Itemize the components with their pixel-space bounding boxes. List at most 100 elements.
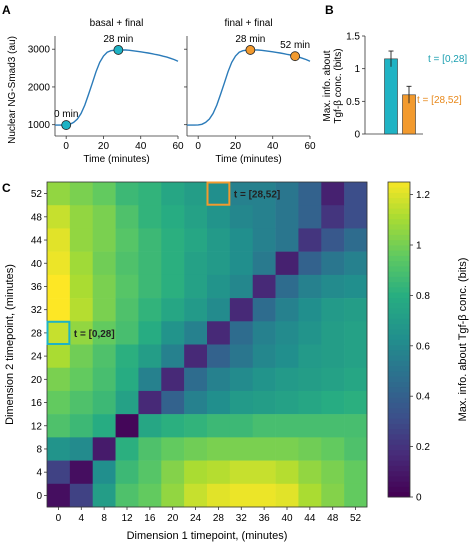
heatmap-cell — [344, 367, 368, 392]
colorbar-segment — [388, 407, 410, 414]
colorbar-segment — [388, 365, 410, 372]
heatmap-cell — [207, 344, 231, 369]
heatmap-cell — [321, 228, 345, 252]
colorbar-segment — [388, 287, 410, 293]
colorbar-frame — [387, 181, 411, 498]
heatmap-cell — [321, 437, 345, 461]
colorbar-segment — [388, 423, 410, 430]
heatmap-cell — [47, 367, 71, 392]
heatmap-cell — [275, 321, 299, 345]
heatmap-cell — [229, 367, 254, 392]
heatmap-cell — [138, 483, 162, 508]
panel-letter-a: A — [2, 3, 11, 17]
heatmap-cell — [275, 437, 299, 461]
x-tick-label: 20 — [98, 141, 110, 152]
x-tick-label: 4 — [79, 513, 85, 524]
heatmap-cell — [115, 483, 139, 508]
x-tick-label: 44 — [304, 513, 316, 524]
colorbar-segment — [388, 449, 410, 456]
highlight-label: t = [0,28] — [74, 329, 115, 340]
colorbar-segment — [388, 339, 410, 346]
heatmap-cell — [69, 321, 94, 345]
heatmap-cell — [47, 390, 71, 415]
heatmap-cell — [47, 251, 71, 276]
heatmap-cell — [184, 205, 208, 229]
heatmap-cell — [161, 390, 185, 415]
x-tick-label: 40 — [281, 513, 293, 524]
colorbar-segment — [388, 371, 410, 377]
heatmap-cell — [92, 182, 116, 206]
bar-label: t = [28,52] — [417, 95, 462, 106]
heatmap-cell — [229, 251, 254, 276]
heatmap-cell — [184, 228, 208, 252]
colorbar-segment — [388, 344, 410, 351]
heatmap-cell — [161, 367, 185, 392]
y-axis-label-line: Max. info. about — [322, 50, 333, 121]
heatmap-cell — [47, 437, 71, 461]
heatmap-cell — [275, 367, 299, 392]
x-axis-label: Time (minutes) — [83, 154, 149, 165]
y-tick-label: 12 — [31, 421, 43, 432]
heatmap-cell — [47, 414, 71, 438]
heatmap-cell — [298, 437, 322, 461]
heatmap-cell — [252, 298, 276, 322]
colorbar-tick-label: 0.2 — [416, 442, 430, 453]
colorbar-segment — [388, 392, 410, 398]
heatmap-cell — [344, 321, 368, 345]
heatmap-cell — [252, 182, 276, 206]
heatmap-cell — [138, 390, 162, 415]
y-axis-label: Max. info. aboutTgf-β conc. (bits) — [322, 48, 344, 123]
heatmap-cell — [321, 298, 345, 322]
panel-a-y-axis-label: Nuclear NG-Smad3 (au) — [7, 36, 18, 144]
heatmap-cell — [92, 251, 116, 276]
heatmap-cell — [69, 437, 94, 461]
colorbar-segment — [388, 397, 410, 403]
colorbar-tick-label: 0 — [416, 493, 422, 504]
heatmap-cell — [229, 321, 254, 345]
heatmap-cell — [184, 483, 208, 508]
y-tick-label: 2000 — [28, 82, 51, 93]
heatmap-cell — [47, 460, 71, 485]
heatmap-cell — [207, 367, 231, 392]
heatmap-cell — [344, 205, 368, 229]
colorbar-segment — [388, 239, 410, 246]
colorbar-segment — [388, 413, 410, 419]
heatmap-cell — [47, 182, 71, 206]
heatmap-cell — [69, 205, 94, 229]
bar — [384, 58, 398, 135]
heatmap-cell — [321, 367, 345, 392]
heatmap-cell — [115, 298, 139, 322]
time-marker — [290, 51, 300, 62]
heatmap-cell — [92, 298, 116, 322]
colorbar-tick-label: 0.4 — [416, 392, 430, 403]
colorbar-segment — [388, 350, 410, 356]
y-tick-label: 1 — [354, 64, 360, 75]
heatmap-cell — [161, 483, 185, 508]
colorbar-segment — [388, 245, 410, 251]
heatmap-cell — [321, 390, 345, 415]
x-tick-label: 12 — [121, 513, 133, 524]
heatmap-cell — [92, 390, 116, 415]
heatmap-cell — [275, 274, 299, 299]
heatmap-cell — [229, 344, 254, 369]
heatmap-cell — [344, 483, 368, 508]
series-line — [187, 49, 311, 126]
heatmap-cell — [344, 390, 368, 415]
colorbar-segment — [388, 203, 410, 209]
y-tick-label: 1.5 — [346, 32, 360, 43]
heatmap-cell — [275, 228, 299, 252]
x-tick-label: 40 — [135, 141, 147, 152]
time-marker — [113, 45, 124, 55]
heatmap-cell — [92, 367, 116, 392]
heatmap-cell — [207, 390, 231, 415]
panel-letter-c: C — [2, 181, 11, 195]
y-tick-label: 0 — [354, 130, 360, 141]
colorbar-segment — [388, 218, 410, 225]
heatmap-cell — [69, 274, 94, 299]
x-tick-label: 20 — [230, 141, 242, 152]
bar-label: t = [0,28] — [428, 54, 467, 65]
time-marker-label: 28 min — [103, 34, 133, 45]
x-tick-label: 60 — [172, 141, 184, 152]
heatmap-cell — [321, 182, 345, 206]
time-marker-label: 52 min — [280, 40, 310, 51]
